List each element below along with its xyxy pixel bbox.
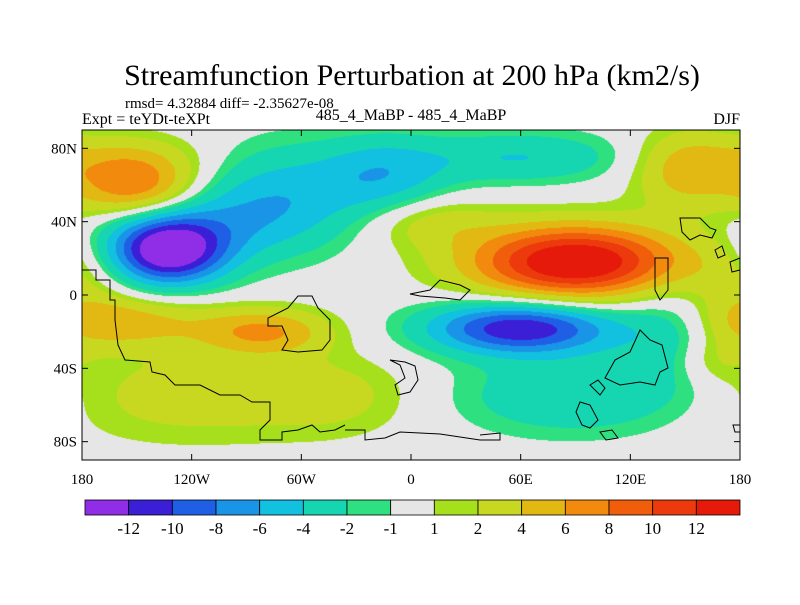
y-tick: 0 [70, 288, 740, 304]
colorbar-label: -12 [117, 519, 140, 538]
colorbar-swatch [695, 499, 741, 516]
colorbar-swatch [608, 499, 654, 516]
x-axis: 180 120W 60W 0 60E 120E 180 [71, 130, 752, 488]
x-tick: 60E [509, 130, 533, 488]
colorbar-swatch [346, 499, 392, 516]
x-tick-label: 0 [407, 472, 415, 488]
coastline-antarctic-shelf [345, 429, 501, 441]
case-label: 485_4_MaBP - 485_4_MaBP [316, 107, 507, 124]
y-tick: 40S [54, 361, 740, 377]
streamfunction-field [82, 130, 740, 460]
colorbar-label: -2 [340, 519, 354, 538]
colorbar-label: 2 [474, 519, 483, 538]
experiment-label: Expt = teYDt-teXPt [82, 111, 211, 128]
coastline-australia [604, 329, 669, 386]
x-tick-label: 180 [71, 472, 94, 488]
colorbar-label: 6 [561, 519, 570, 538]
coastline-south-america [267, 295, 331, 353]
x-tick-label: 120W [173, 472, 211, 488]
x-tick: 180 [71, 130, 94, 488]
y-tick: 80N [51, 141, 740, 157]
x-tick: 180 [729, 130, 752, 488]
colorbar-swatch [477, 499, 523, 516]
stats-label: rmsd= 4.32884 diff= -2.35627e-08 [125, 96, 334, 112]
plot-area: 180 120W 60W 0 60E 120E 180 80N 40N 0 40S 80S [51, 129, 752, 488]
y-tick-label: 40N [51, 215, 77, 231]
colorbar-label: -4 [296, 519, 311, 538]
coastline-africa-south [389, 359, 419, 396]
x-tick-label: 120E [614, 472, 646, 488]
colorbar-label: 12 [688, 519, 705, 538]
colorbar-swatch [84, 499, 130, 516]
colorbar-label: -10 [161, 519, 184, 538]
y-axis: 80N 40N 0 40S 80S [51, 141, 740, 451]
x-tick: 120E [614, 130, 646, 488]
x-tick: 0 [407, 130, 415, 488]
coastline-island [575, 401, 599, 429]
y-tick: 40N [51, 215, 740, 231]
colorbar-swatch [171, 499, 217, 516]
colorbar-swatch [128, 499, 173, 516]
y-tick-label: 40S [54, 361, 77, 377]
colorbar-label: -8 [209, 519, 223, 538]
colorbar-swatch [259, 499, 304, 516]
chart-title: Streamfunction Perturbation at 200 hPa (… [124, 59, 700, 92]
y-tick-label: 0 [70, 288, 78, 304]
x-tick-label: 60E [509, 472, 533, 488]
y-tick-label: 80N [51, 141, 77, 157]
colorbar-label: -1 [384, 519, 398, 538]
x-tick: 60W [287, 130, 317, 488]
coastline-islet-2 [599, 429, 619, 441]
colorbar-label: 10 [644, 519, 661, 538]
colorbar-label: -6 [253, 519, 267, 538]
coastline-kamchatka [679, 217, 717, 241]
coastline-east-asia [654, 257, 669, 301]
colorbar: -12 -10 -8 -6 -4 -2 -1 1 2 4 6 8 10 12 [84, 499, 741, 538]
y-tick-label: 80S [54, 435, 77, 451]
colorbar-swatch [521, 499, 566, 516]
x-tick: 120W [173, 130, 211, 488]
colorbar-label: 4 [517, 519, 526, 538]
x-tick-label: 60W [287, 472, 317, 488]
coastline-americas-west [82, 269, 346, 441]
colorbar-swatch [433, 499, 479, 516]
colorbar-swatch [564, 499, 610, 516]
coastline-africa-north [409, 279, 471, 301]
season-label: DJF [713, 111, 740, 128]
colorbar-swatch [390, 499, 435, 516]
colorbar-swatch [652, 499, 697, 516]
coastline-islet [589, 379, 606, 396]
x-tick-label: 180 [729, 472, 752, 488]
colorbar-label: 1 [430, 519, 439, 538]
colorbar-label: 8 [605, 519, 614, 538]
colorbar-swatch [215, 499, 261, 516]
coastline-island-3 [714, 245, 726, 259]
colorbar-swatch [302, 499, 348, 516]
y-tick: 80S [54, 435, 740, 451]
